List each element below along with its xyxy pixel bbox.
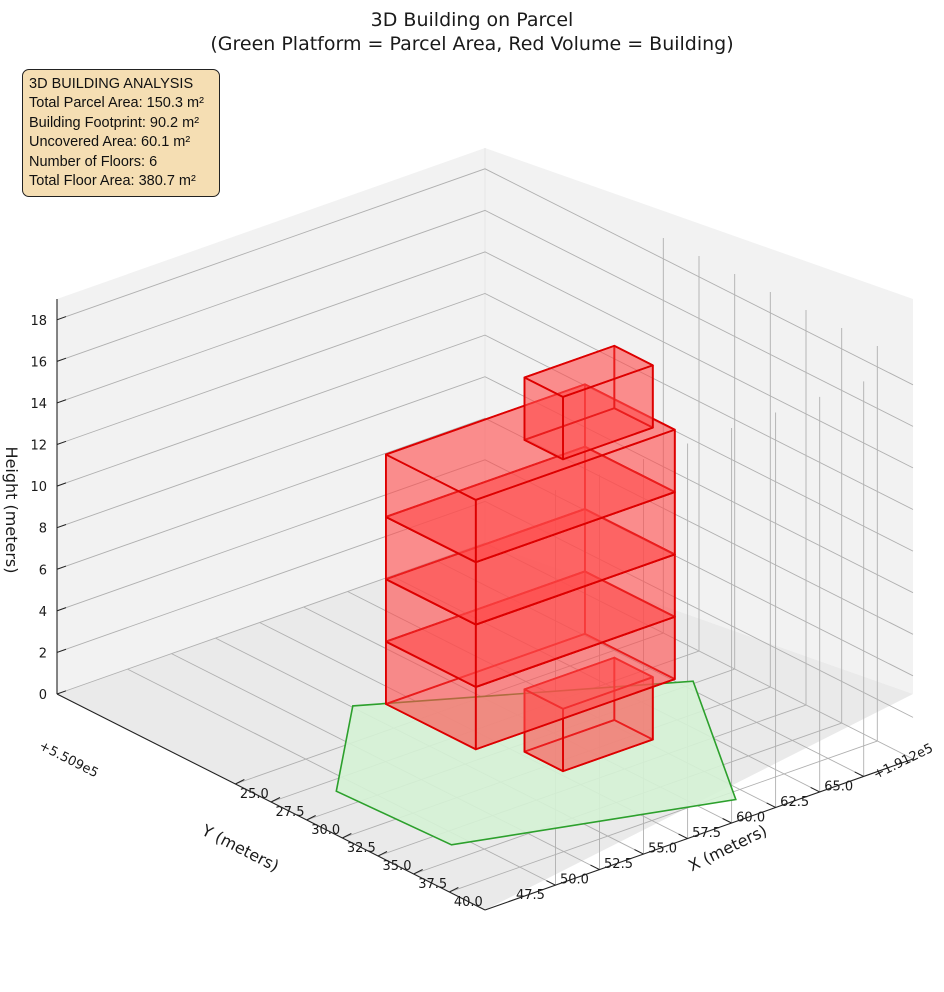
axes: 25.027.530.032.535.037.540.0 47.550.052.5… [30,299,914,911]
plot-polygons [335,344,737,846]
z-tick-label: 8 [39,522,47,537]
y-tick-mark [854,771,864,777]
chart-title-line-1: 3D Building on Parcel [371,9,574,31]
x-tick-mark [270,797,281,803]
x-tick-label: 25.0 [240,787,269,802]
z-tick-mark [56,357,67,362]
z-grid-line [56,500,914,718]
z-tick-mark [56,607,67,612]
y-tick-mark [678,833,688,839]
floor-area-stat: Total Floor Area: 380.7 m² [29,173,196,190]
y-tick-mark [722,818,732,824]
x-tick-mark [342,833,352,839]
y-axis-offset: +5.509e5 [36,739,100,782]
x-tick-label: 40.0 [454,895,483,910]
floors-stat: Number of Floors: 6 [29,153,158,170]
parcel-platform [335,680,737,846]
chart-title-line-2: (Green Platform = Parcel Area, Red Volum… [210,33,733,55]
x-axis-line [56,693,486,911]
floor-top-face [523,344,654,398]
x-tick-label: 30.0 [311,823,340,838]
x-tick-mark [377,851,388,857]
y-tick-mark [546,880,556,886]
z-tick-mark [56,524,67,529]
building-floor-1 [523,656,654,773]
analysis-heading: 3D BUILDING ANALYSIS [29,76,194,92]
z-tick-mark [56,440,67,445]
z-tick-label: 2 [39,646,47,661]
x-tick-mark [235,779,245,785]
z-tick-label: 6 [39,563,47,578]
z-tick-mark [56,482,67,487]
z-tick-label: 14 [30,397,47,412]
x-tick-label: 35.0 [383,859,412,874]
x-tick-label: 32.5 [347,841,376,856]
x-axis-offset: +1.912e5 [871,741,935,783]
building-analysis-box: 3D BUILDING ANALYSIS Total Parcel Area: … [22,69,220,197]
x-tick-mark [449,887,459,893]
z-tick-mark [56,690,67,695]
y-tick-mark [810,786,820,793]
x-tick-label: 27.5 [276,805,305,820]
z-grid-line [56,293,914,510]
footprint-stat: Building Footprint: 90.2 m² [29,114,200,131]
z-tick-mark [56,565,67,570]
building-floor-4 [384,445,676,626]
y-axis-label: Y (meters) [198,820,282,875]
z-tick-label: 16 [30,355,47,370]
parcel-area-stat: Total Parcel Area: 150.3 m² [29,95,204,112]
z-tick-mark [56,399,67,404]
z-axis-label: Height (meters) [2,447,21,574]
z-tick-mark [56,648,67,653]
z-grid-line [56,542,914,760]
z-grid-line [56,168,914,386]
z-grid-line [56,376,914,594]
z-tick-label: 4 [39,605,47,620]
building-floor-2 [384,570,676,751]
floor-top-face [523,656,654,710]
z-tick-label: 18 [30,314,47,329]
y-tick-mark [766,802,776,808]
z-tick-label: 12 [30,439,47,454]
x-tick-mark [413,869,423,875]
y-axis-line [484,758,914,911]
building-floor-6 [523,344,654,461]
y-tick-mark [590,864,600,871]
z-tick-mark [56,316,67,321]
uncovered-area-stat: Uncovered Area: 60.1 m² [29,134,191,151]
x-tick-mark [306,815,316,821]
z-grid-line [56,251,914,469]
z-grid-line [56,459,914,677]
z-grid-line [56,417,914,635]
z-tick-label: 10 [30,480,47,495]
y-tick-mark [634,849,644,855]
z-tick-label: 0 [39,688,47,703]
x-tick-label: 37.5 [418,877,447,892]
z-grid-line [56,209,914,427]
z-grid-line [56,334,914,552]
